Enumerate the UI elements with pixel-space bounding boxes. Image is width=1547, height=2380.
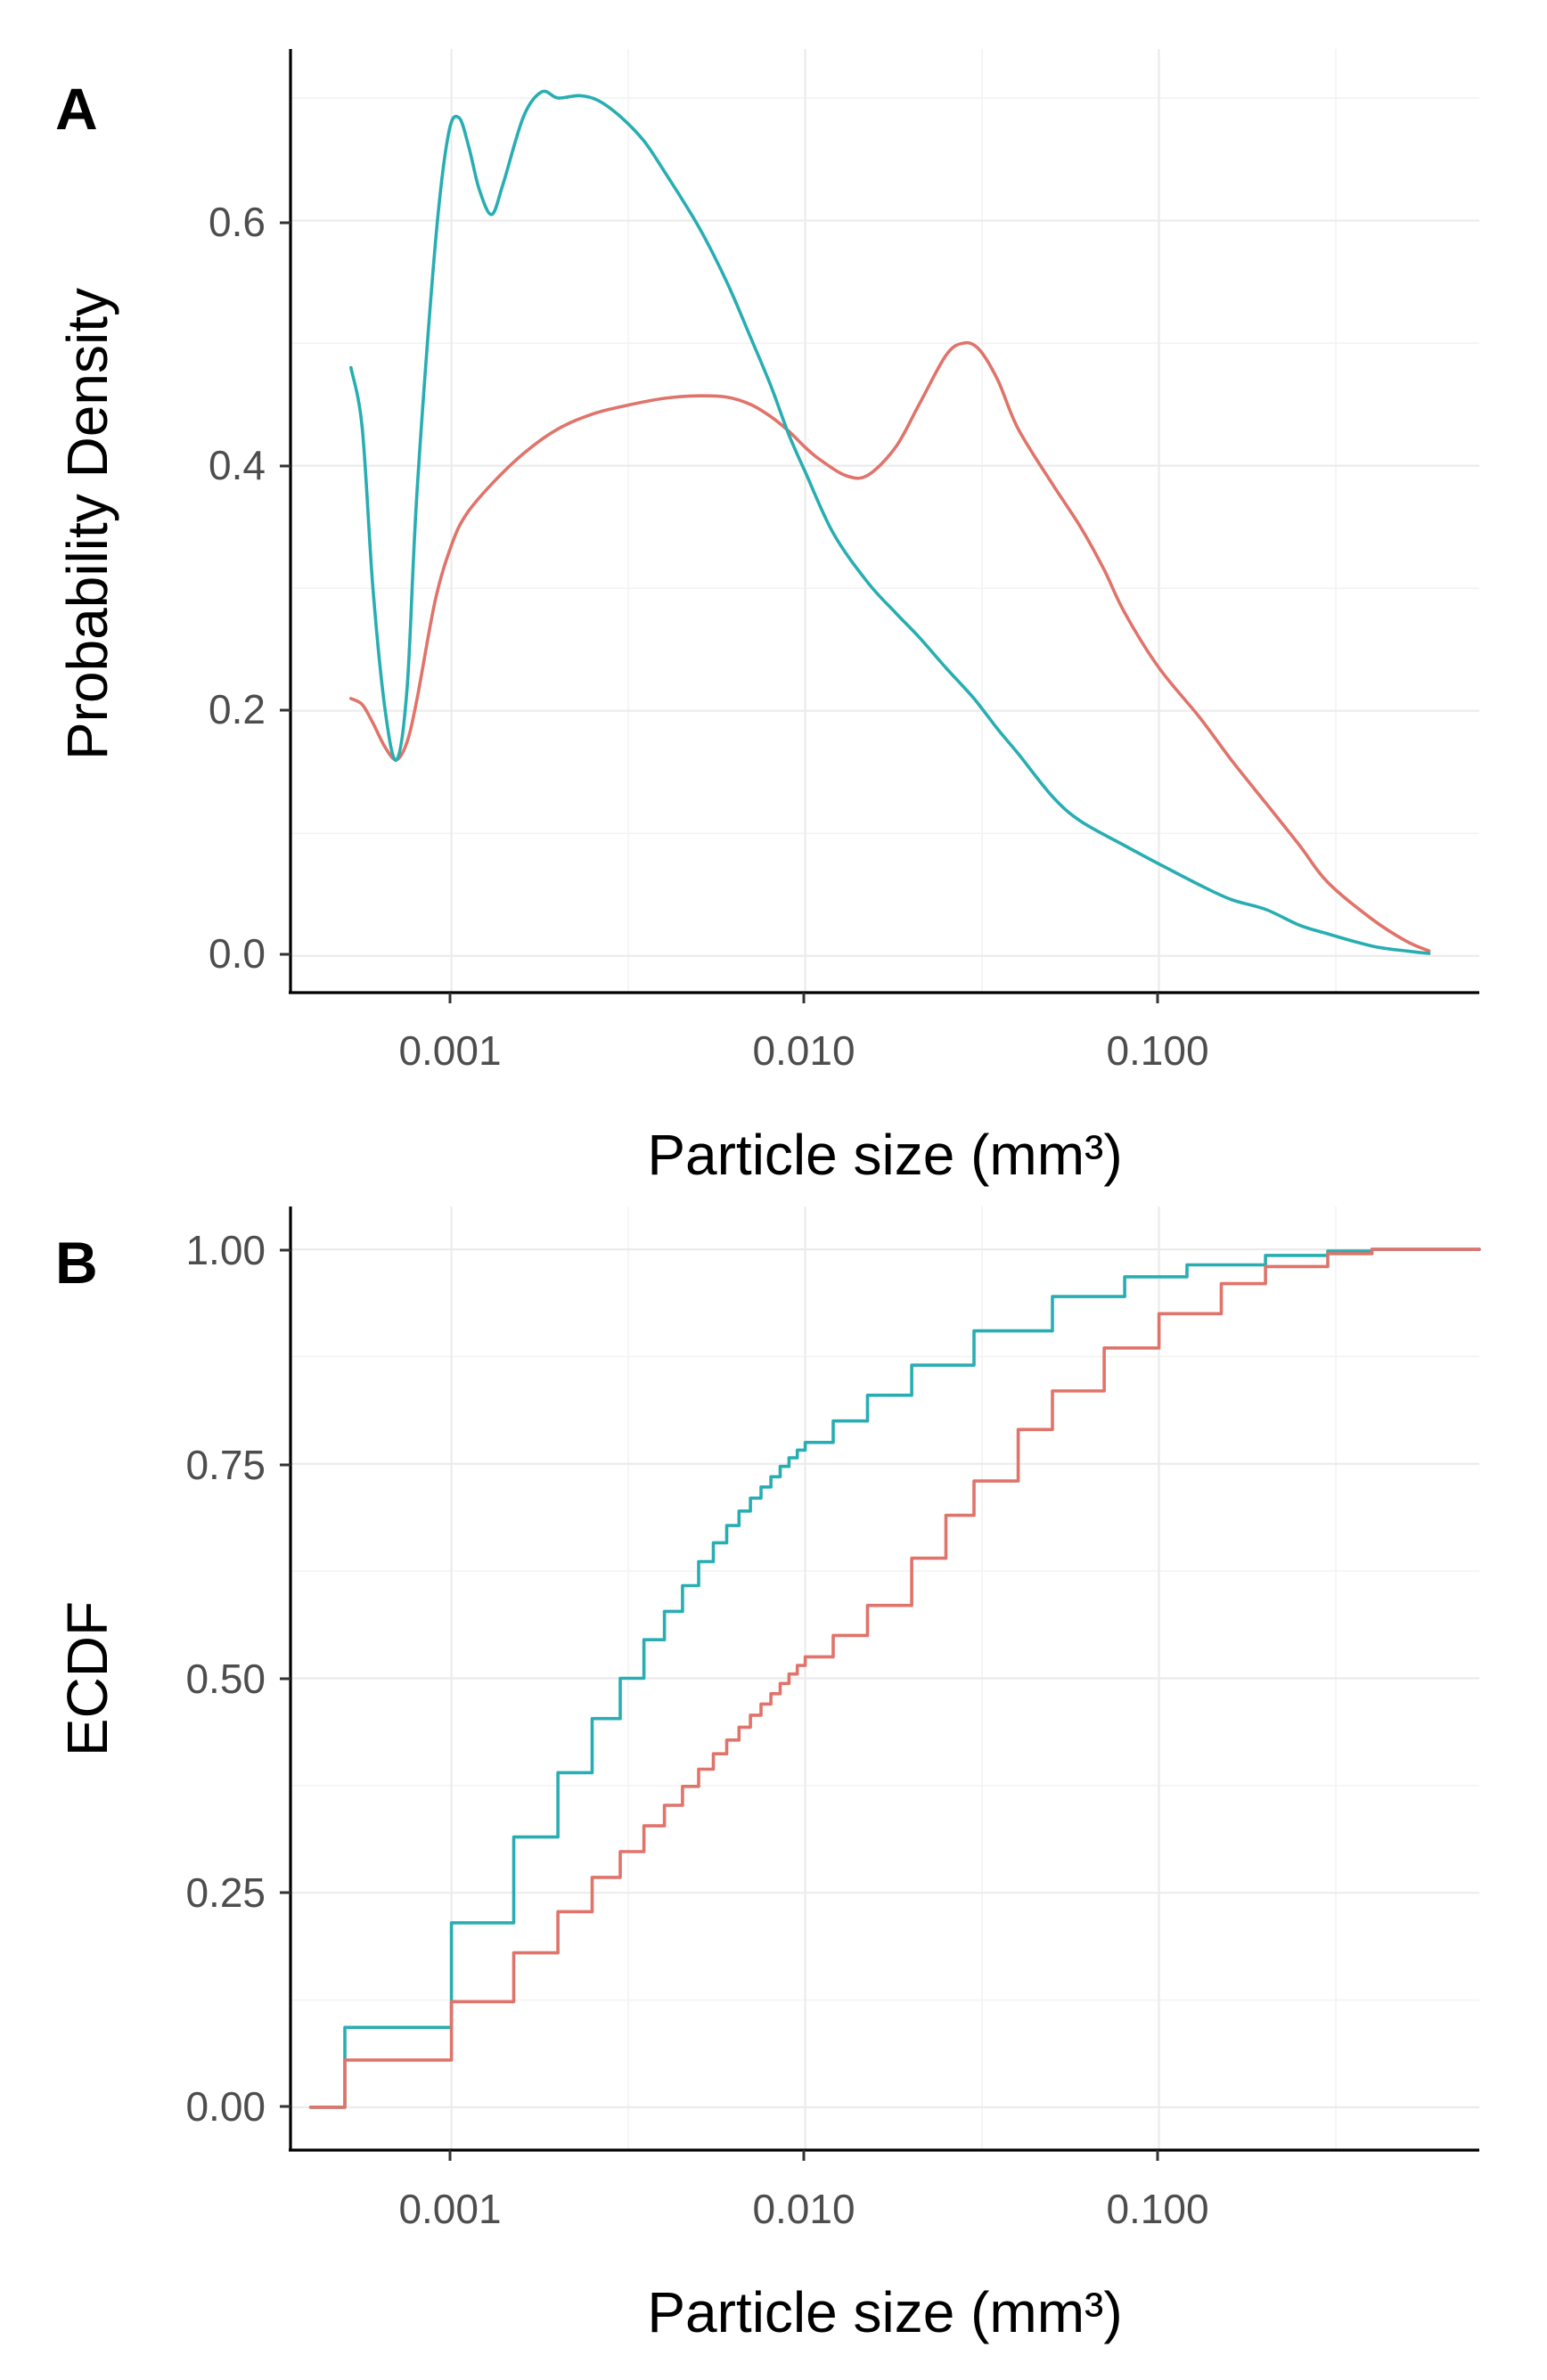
panel-b-x-ticks: 0.001 0.010 0.100 <box>398 2150 1209 2232</box>
panel-b-series <box>308 1247 1481 2109</box>
panel-a-series <box>349 89 1431 955</box>
panel-a-x-ticks: 0.001 0.010 0.100 <box>398 993 1209 1074</box>
panel-a-y-ticks: 0.0 0.2 0.4 0.6 <box>209 199 291 977</box>
panel-b-y-tick-label: 1.00 <box>185 1227 266 1273</box>
panel-a-label: A <box>55 76 98 142</box>
panel-b-x-tick-label: 0.100 <box>1106 2186 1208 2232</box>
panel-a-x-tick-label: 0.001 <box>398 1027 501 1074</box>
panel-b-y-tick-label: 0.50 <box>185 1656 266 1702</box>
panel-a-y-tick-label: 0.6 <box>209 199 266 245</box>
panel-b-x-tick-label: 0.010 <box>752 2186 855 2232</box>
panel-b: 0.00 0.25 0.50 0.75 1.00 0.001 0.010 0.1… <box>55 1206 1481 2344</box>
panel-a-x-tick-label: 0.010 <box>752 1027 855 1074</box>
panel-a-y-tick-label: 0.2 <box>209 686 266 732</box>
panel-a-series-teal-line <box>349 89 1431 955</box>
panel-b-series-teal-line <box>308 1247 1481 2109</box>
panel-a-y-tick-label: 0.0 <box>209 930 266 977</box>
panel-a-series-red-line <box>349 340 1431 953</box>
panel-a-y-tick-label: 0.4 <box>209 442 266 488</box>
panel-b-y-tick-label: 0.00 <box>185 2083 266 2130</box>
panel-b-y-ticks: 0.00 0.25 0.50 0.75 1.00 <box>185 1227 291 2130</box>
panel-b-y-tick-label: 0.75 <box>185 1442 266 1488</box>
panel-b-x-tick-label: 0.001 <box>398 2186 501 2232</box>
panel-b-y-axis-title: ECDF <box>55 1601 119 1756</box>
panel-a-grid <box>291 49 1479 993</box>
panel-b-label: B <box>55 1230 98 1296</box>
panel-a-y-axis-title: Probability Density <box>55 288 119 760</box>
panel-a-x-tick-label: 0.100 <box>1106 1027 1208 1074</box>
panel-b-grid <box>291 1206 1479 2150</box>
panel-b-y-tick-label: 0.25 <box>185 1869 266 1916</box>
panel-b-series-red-line <box>308 1247 1481 2109</box>
panel-a: 0.0 0.2 0.4 0.6 0.001 0.010 0.100 Partic… <box>55 49 1479 1187</box>
panel-a-x-axis-title: Particle size (mm³) <box>647 1123 1122 1187</box>
panel-b-x-axis-title: Particle size (mm³) <box>647 2280 1122 2344</box>
